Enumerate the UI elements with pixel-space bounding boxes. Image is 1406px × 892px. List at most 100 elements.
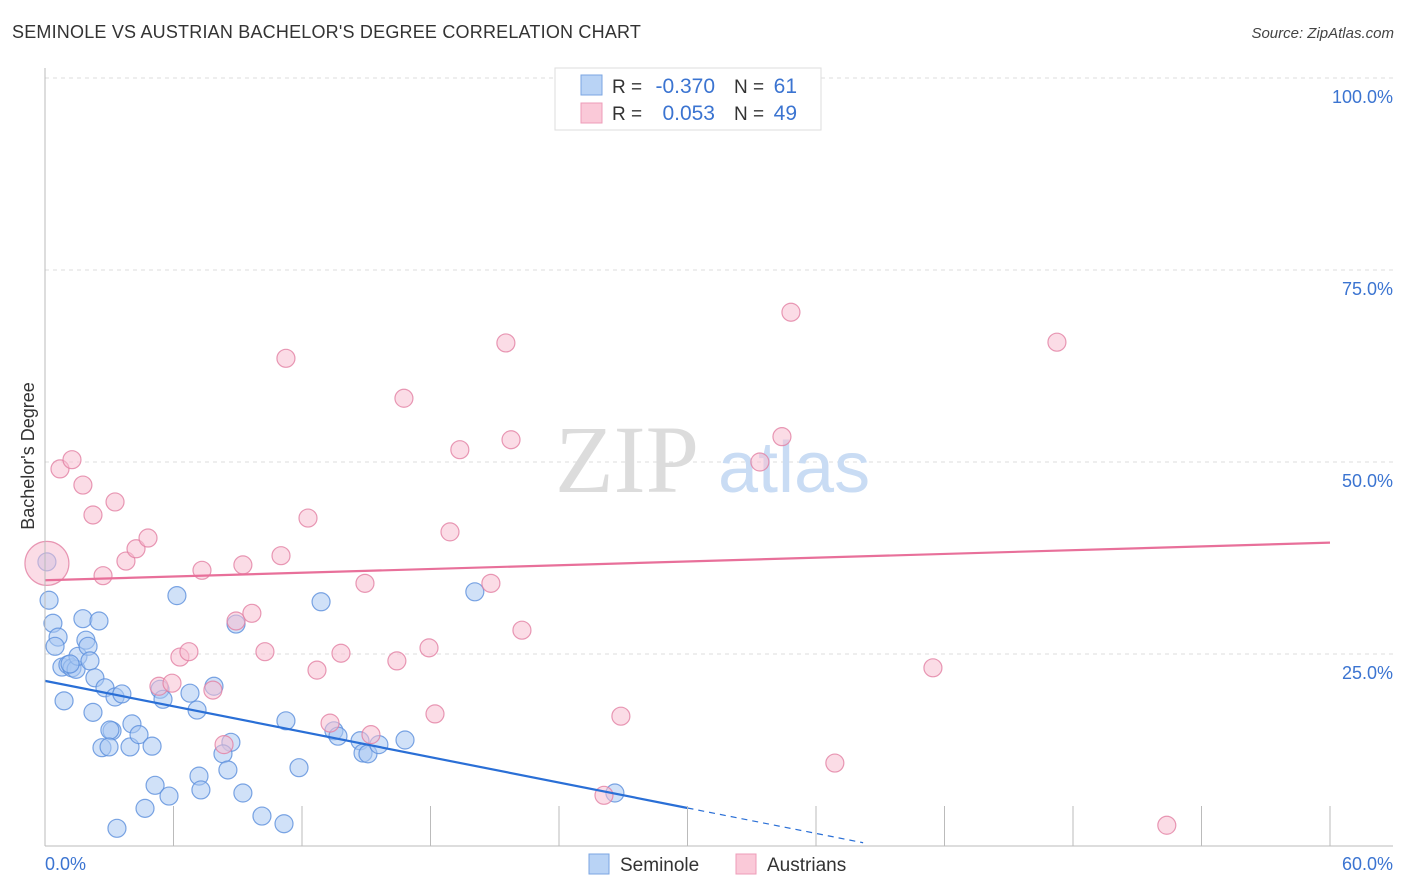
austrians-point [425, 704, 445, 724]
austrians-point [772, 427, 792, 447]
austrians-point [394, 388, 414, 408]
seminole-point [191, 780, 211, 800]
austrians-point [126, 539, 146, 559]
seminole-point [233, 783, 253, 803]
austrians-point [1047, 332, 1067, 352]
austrians-point [179, 642, 199, 662]
n-label: N = [734, 104, 764, 125]
n-value: 49 [774, 102, 797, 125]
watermark-atlas: atlas [718, 428, 870, 508]
austrians-point [361, 725, 381, 745]
austrians-point [750, 452, 770, 472]
seminole-point [167, 586, 187, 606]
austrians-point [611, 706, 631, 726]
austrians-point [501, 430, 521, 450]
austrians-point [62, 450, 82, 470]
austrians-point [450, 440, 470, 460]
austrians-point [781, 302, 801, 322]
seminole-point [99, 737, 119, 757]
austrians-point [271, 546, 291, 566]
r-value: -0.370 [655, 75, 715, 98]
watermark-zip: ZIP [555, 406, 699, 513]
austrians-point [255, 642, 275, 662]
austrians-point [307, 660, 327, 680]
r-label: R = [612, 77, 642, 98]
y-axis-label: Bachelor's Degree [18, 382, 38, 530]
austrians-point [331, 643, 351, 663]
x-tick-label-max: 60.0% [1342, 854, 1393, 874]
seminole-point [289, 758, 309, 778]
seminole-point [89, 611, 109, 631]
austrians-point [594, 785, 614, 805]
y-tick-label: 25.0% [1342, 663, 1393, 683]
seminole-trend-extension [687, 807, 864, 844]
austrians-point [73, 475, 93, 495]
seminole-point [107, 818, 127, 838]
y-tick-label: 100.0% [1332, 87, 1393, 107]
austrians-point [440, 522, 460, 542]
seminole-point [54, 691, 74, 711]
austrians-trend-line [44, 541, 1331, 582]
austrians-point [512, 620, 532, 640]
austrians-point [226, 611, 246, 631]
seminole-point [142, 736, 162, 756]
austrians-point [203, 680, 223, 700]
seminole-point [100, 720, 120, 740]
seminole-point [274, 814, 294, 834]
austrians-point [138, 528, 158, 548]
austrians-point [276, 348, 296, 368]
chart-title: SEMINOLE VS AUSTRIAN BACHELOR'S DEGREE C… [12, 22, 642, 42]
seminole-point [145, 775, 165, 795]
seminole-point [159, 786, 179, 806]
seminole-point [129, 725, 149, 745]
austrians-point [214, 735, 234, 755]
austrians-point [923, 658, 943, 678]
seminole-point [252, 806, 272, 826]
austrians-point [242, 603, 262, 623]
austrians-point [83, 505, 103, 525]
austrians-point [162, 673, 182, 693]
seminole-trend-line [44, 679, 688, 810]
x-tick-label-min: 0.0% [45, 854, 86, 874]
austrians-point [298, 508, 318, 528]
n-value: 61 [774, 75, 797, 98]
austrians-point [355, 573, 375, 593]
austrians-point [320, 713, 340, 733]
seminole-point [45, 636, 65, 656]
y-tick-label: 50.0% [1342, 471, 1393, 491]
austrians-swatch [580, 102, 603, 124]
seminole-point [395, 730, 415, 750]
seminole-point [218, 760, 238, 780]
austrians-point [496, 333, 516, 353]
seminole-point [80, 651, 100, 671]
source-label: Source: ZipAtlas.com [1251, 25, 1394, 42]
stats-legend: R = -0.370 N = 61 R = 0.053 N = 49 [554, 67, 822, 131]
seminole-point [276, 711, 296, 731]
legend-seminole-swatch [588, 853, 610, 875]
austrians-point [233, 555, 253, 575]
austrians-point [105, 492, 125, 512]
legend-austrians-label: Austrians [767, 855, 846, 876]
seminole-point [83, 702, 103, 722]
legend-seminole-label: Seminole [620, 855, 699, 876]
r-label: R = [612, 104, 642, 125]
austrians-point [825, 753, 845, 773]
seminole-point [180, 683, 200, 703]
austrians-point [1157, 815, 1177, 835]
bottom-legend: Seminole Austrians [588, 853, 846, 876]
austrians-point [387, 651, 407, 671]
n-label: N = [734, 77, 764, 98]
seminole-point [135, 798, 155, 818]
legend-austrians-swatch [735, 853, 757, 875]
y-tick-label: 75.0% [1342, 279, 1393, 299]
seminole-point [73, 609, 93, 629]
seminole-point [311, 592, 331, 612]
seminole-point [60, 654, 80, 674]
austrians-point [24, 540, 70, 586]
seminole-swatch [580, 74, 603, 96]
austrians-point [419, 638, 439, 658]
austrians-point [481, 573, 501, 593]
r-value: 0.053 [662, 102, 715, 125]
austrians-point [93, 566, 113, 586]
